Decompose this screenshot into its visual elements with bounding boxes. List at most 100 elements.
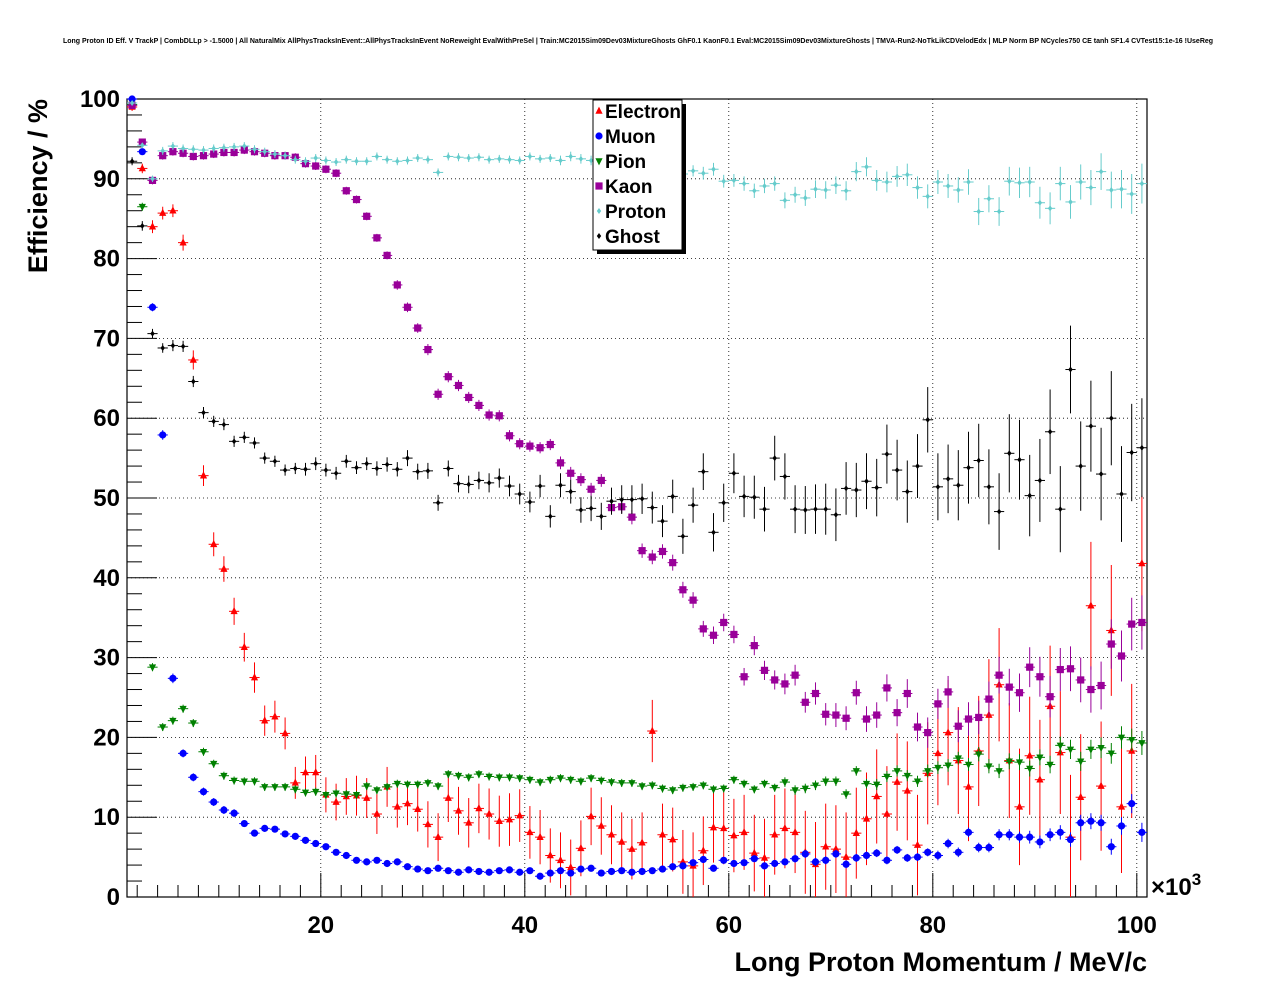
data-point	[150, 175, 155, 182]
data-point	[425, 156, 431, 163]
data-point	[883, 809, 891, 817]
data-point	[924, 848, 932, 856]
data-point	[709, 631, 718, 639]
data-point	[526, 776, 534, 785]
data-point	[701, 468, 706, 475]
data-point	[1117, 734, 1126, 742]
series-ghost	[127, 157, 1147, 554]
data-point	[658, 547, 667, 556]
chart-title: Long Proton ID Eff. V TrackP | CombDLLp …	[63, 38, 1213, 45]
data-point	[689, 596, 697, 604]
y-tick-label: 80	[93, 246, 120, 273]
data-point	[495, 774, 503, 782]
data-point	[322, 843, 330, 851]
data-point	[985, 695, 993, 703]
data-point	[567, 469, 575, 477]
data-point	[180, 145, 186, 152]
data-point	[220, 564, 228, 572]
data-point	[1138, 740, 1146, 748]
data-point	[578, 506, 584, 513]
data-point	[864, 163, 869, 170]
data-point	[648, 867, 656, 875]
legend-entry-ghost: Ghost	[596, 227, 661, 248]
data-point	[607, 830, 616, 838]
data-point	[1109, 415, 1114, 422]
data-point	[964, 761, 973, 769]
data-point	[843, 187, 849, 194]
data-point	[170, 342, 176, 349]
data-point	[832, 850, 840, 858]
data-point	[709, 786, 718, 794]
data-point	[750, 855, 758, 863]
data-point	[1068, 366, 1073, 373]
data-point	[762, 506, 767, 513]
data-point	[750, 786, 758, 794]
data-point	[903, 786, 911, 794]
data-point	[556, 855, 565, 864]
data-point	[648, 553, 656, 561]
data-point	[964, 782, 973, 790]
data-point	[782, 473, 788, 480]
data-point	[731, 177, 737, 184]
data-point	[556, 775, 565, 783]
data-point	[924, 768, 932, 776]
data-point	[925, 416, 930, 423]
data-point	[201, 147, 206, 154]
data-point	[282, 152, 288, 159]
data-point	[568, 488, 573, 495]
y-axis-label: Efficiency / %	[23, 99, 53, 273]
data-point	[242, 143, 247, 150]
data-point	[129, 158, 135, 165]
data-point	[352, 195, 361, 204]
data-point	[405, 455, 410, 462]
data-point	[476, 477, 482, 484]
y-tick-label: 70	[93, 325, 120, 352]
data-point	[956, 186, 961, 193]
data-point	[985, 843, 993, 852]
data-point	[607, 867, 616, 876]
data-point	[373, 787, 381, 795]
x-tick-label: 40	[511, 912, 538, 939]
data-point	[465, 818, 473, 826]
data-point	[495, 816, 503, 824]
data-point	[669, 559, 677, 567]
data-point	[1007, 450, 1012, 457]
data-point	[1078, 463, 1083, 470]
data-point	[415, 468, 420, 475]
data-point	[252, 146, 257, 153]
data-point	[638, 838, 646, 846]
data-point	[1037, 199, 1043, 206]
data-point	[1068, 198, 1073, 205]
data-point	[894, 173, 900, 180]
data-point	[699, 855, 707, 864]
data-point	[1077, 819, 1085, 827]
data-point	[434, 864, 442, 872]
data-point	[1056, 665, 1064, 674]
data-point	[465, 393, 473, 402]
data-point	[658, 865, 667, 873]
data-point	[791, 855, 799, 863]
data-point	[996, 508, 1002, 515]
data-point	[1117, 802, 1126, 810]
data-point	[231, 438, 237, 445]
data-point	[516, 775, 524, 783]
data-point	[1129, 449, 1134, 456]
data-point	[1139, 444, 1145, 451]
data-point	[883, 856, 891, 864]
data-point	[352, 856, 361, 864]
data-point	[354, 464, 359, 471]
data-point	[1119, 491, 1124, 498]
data-point	[679, 862, 687, 870]
data-point	[903, 772, 911, 781]
data-point	[1077, 792, 1085, 801]
data-point	[313, 460, 318, 467]
data-point	[169, 717, 177, 726]
data-point	[832, 778, 840, 786]
data-point	[842, 791, 850, 799]
data-point	[833, 182, 839, 189]
data-point	[1087, 817, 1095, 825]
data-point	[1026, 765, 1034, 773]
data-point	[363, 783, 371, 791]
data-point	[272, 458, 278, 465]
